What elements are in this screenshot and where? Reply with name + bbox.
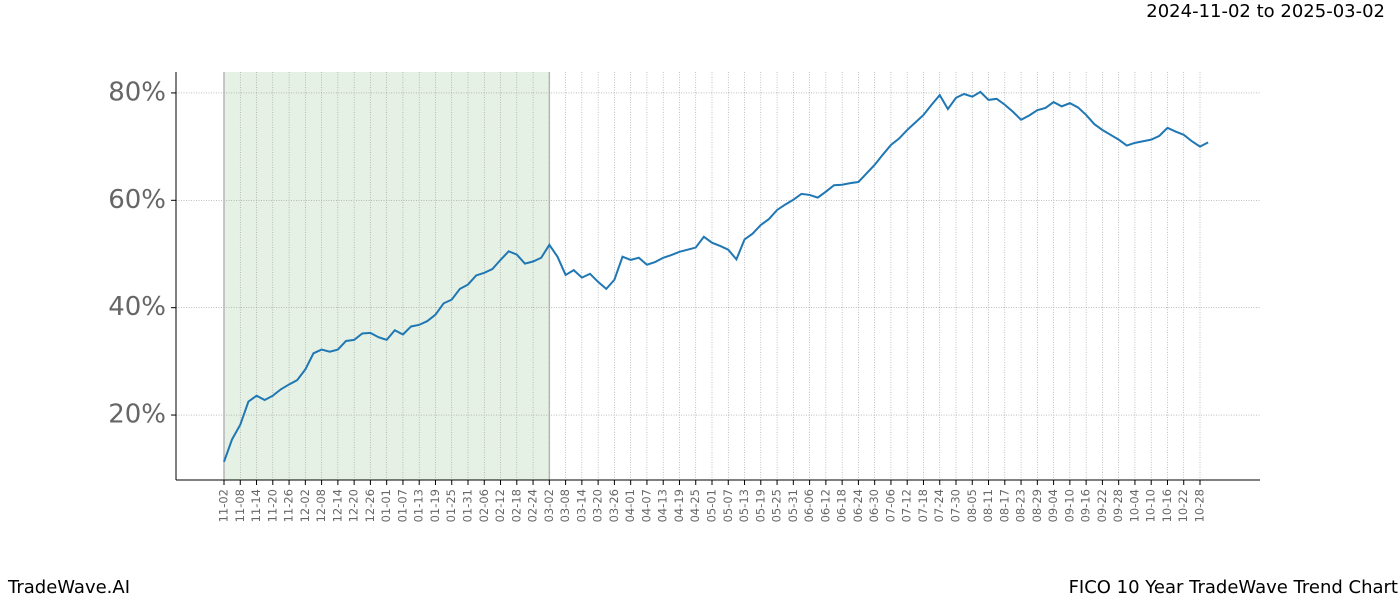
x-tick-label: 10-10 xyxy=(1144,489,1158,522)
x-tick-label: 01-31 xyxy=(461,489,475,522)
x-tick-label: 04-07 xyxy=(639,489,653,522)
x-tick-label: 10-28 xyxy=(1193,489,1207,522)
x-tick-label: 01-01 xyxy=(379,489,393,522)
x-tick-label: 05-07 xyxy=(721,489,735,522)
x-tick-label: 12-26 xyxy=(363,489,377,522)
x-tick-label: 09-28 xyxy=(1111,489,1125,522)
x-tick-label: 07-30 xyxy=(949,489,963,522)
x-tick-label: 08-29 xyxy=(1030,489,1044,522)
x-tick-label: 01-13 xyxy=(412,489,426,522)
x-tick-label: 05-13 xyxy=(737,489,751,522)
x-tick-label: 10-16 xyxy=(1160,489,1174,522)
x-tick-label: 06-12 xyxy=(818,489,832,522)
x-tick-label: 01-19 xyxy=(428,489,442,522)
x-tick-label: 04-19 xyxy=(672,489,686,522)
x-tick-label: 07-18 xyxy=(916,489,930,522)
x-tick-label: 01-25 xyxy=(444,489,458,522)
x-tick-label: 07-12 xyxy=(900,489,914,522)
x-tick-label: 04-01 xyxy=(623,489,637,522)
shaded-range xyxy=(224,72,550,480)
x-tick-label: 06-24 xyxy=(851,489,865,522)
x-tick-label: 05-31 xyxy=(786,489,800,522)
x-tick-label: 03-02 xyxy=(542,489,556,522)
x-tick-label: 09-04 xyxy=(1046,489,1060,522)
x-tick-label: 03-08 xyxy=(558,489,572,522)
x-tick-label: 07-24 xyxy=(932,489,946,522)
x-tick-label: 11-02 xyxy=(217,489,231,522)
x-tick-label: 10-04 xyxy=(1127,489,1141,522)
x-tick-label: 12-20 xyxy=(347,489,361,522)
x-tick-label: 09-16 xyxy=(1079,489,1093,522)
x-tick-label: 02-12 xyxy=(493,489,507,522)
x-tick-label: 03-26 xyxy=(607,489,621,522)
x-tick-label: 11-20 xyxy=(265,489,279,522)
x-tick-label: 04-13 xyxy=(656,489,670,522)
x-tick-label: 12-14 xyxy=(330,489,344,522)
brand: TradeWave.AI xyxy=(7,577,130,598)
x-tick-label: 08-17 xyxy=(997,489,1011,522)
y-tick-label: 60% xyxy=(108,185,166,215)
x-tick-label: 11-14 xyxy=(249,489,263,522)
x-tick-label: 06-06 xyxy=(802,489,816,522)
x-tick-label: 03-14 xyxy=(574,489,588,522)
date-range: 2024-11-02 to 2025-03-02 xyxy=(1146,1,1385,22)
x-tick-label: 11-08 xyxy=(233,489,247,522)
x-tick-label: 02-18 xyxy=(509,489,523,522)
x-tick-label: 12-02 xyxy=(298,489,312,522)
y-tick-label: 80% xyxy=(108,77,166,107)
x-tick-label: 06-18 xyxy=(835,489,849,522)
x-tick-label: 02-06 xyxy=(477,489,491,522)
x-tick-label: 08-05 xyxy=(965,489,979,522)
x-tick-label: 11-26 xyxy=(282,489,296,522)
x-tick-label: 10-22 xyxy=(1176,489,1190,522)
x-tick-label: 09-22 xyxy=(1095,489,1109,522)
x-tick-label: 06-30 xyxy=(867,489,881,522)
x-tick-label: 03-20 xyxy=(591,489,605,522)
x-tick-label: 01-07 xyxy=(395,489,409,522)
x-tick-label: 05-25 xyxy=(770,489,784,522)
x-tick-label: 05-01 xyxy=(705,489,719,522)
chart-title: FICO 10 Year TradeWave Trend Chart xyxy=(1069,577,1398,598)
x-tick-label: 07-06 xyxy=(883,489,897,522)
y-tick-label: 40% xyxy=(108,292,166,322)
x-tick-label: 08-11 xyxy=(981,489,995,522)
x-tick-label: 02-24 xyxy=(526,489,540,522)
x-tick-label: 12-08 xyxy=(314,489,328,522)
x-tick-label: 08-23 xyxy=(1014,489,1028,522)
x-tick-label: 05-19 xyxy=(753,489,767,522)
x-tick-label: 04-25 xyxy=(688,489,702,522)
line xyxy=(223,90,1209,463)
x-tick-label: 09-10 xyxy=(1062,489,1076,522)
y-tick-label: 20% xyxy=(108,400,166,430)
